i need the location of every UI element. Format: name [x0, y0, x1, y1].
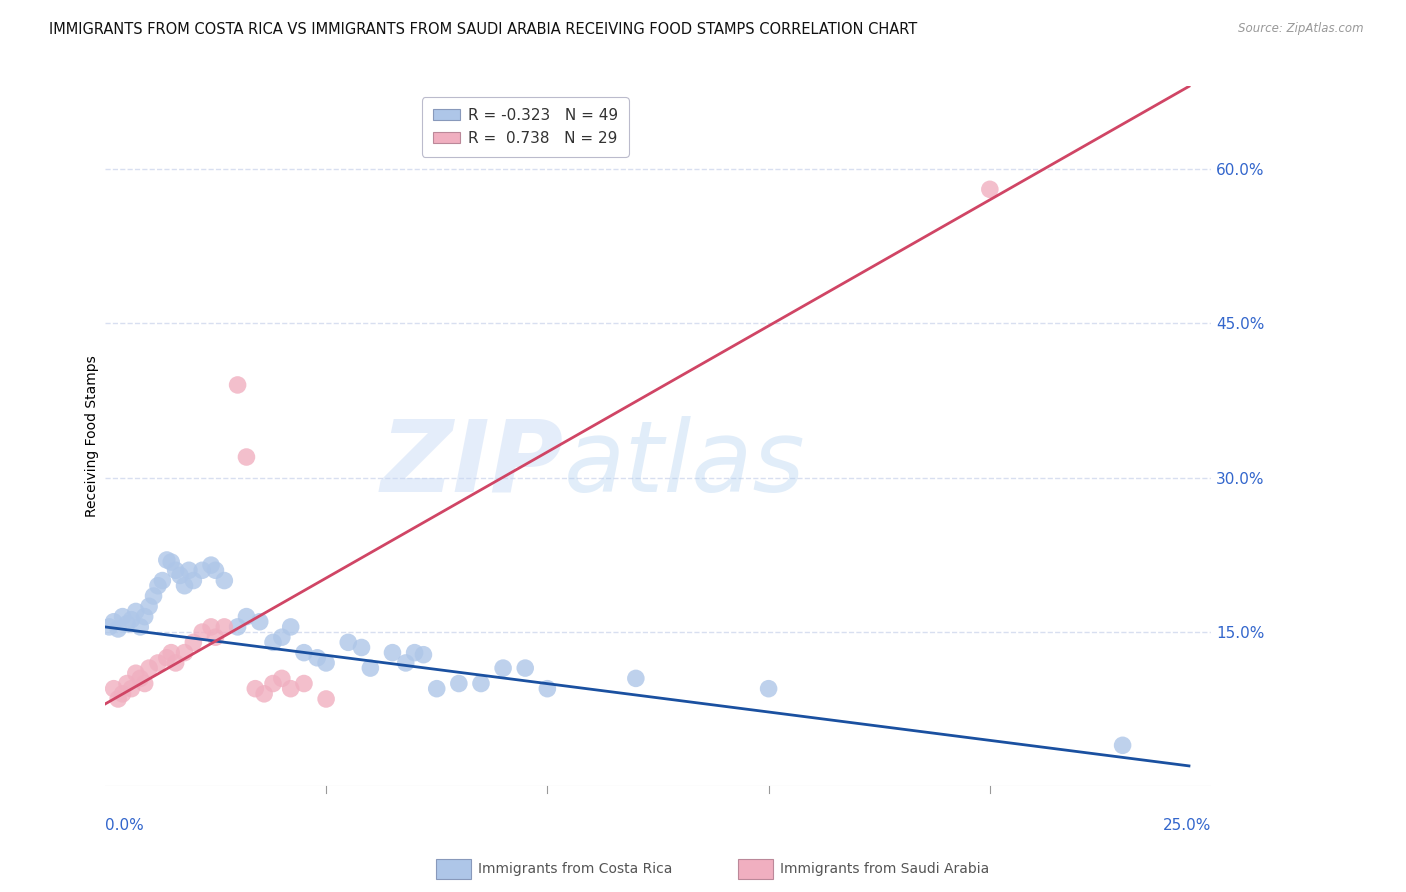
Point: [125, 604, 148, 618]
Point: [111, 609, 134, 624]
Point: [280, 620, 302, 634]
Point: [262, 676, 284, 690]
Point: [125, 666, 148, 681]
Text: 25.0%: 25.0%: [1163, 818, 1211, 833]
Point: [204, 563, 226, 577]
Point: [177, 563, 200, 577]
Point: [160, 555, 183, 569]
Point: [103, 681, 125, 696]
Point: [492, 661, 515, 675]
Point: [359, 661, 381, 675]
Point: [226, 620, 249, 634]
Point: [115, 616, 138, 631]
Point: [292, 646, 315, 660]
Point: [262, 635, 284, 649]
Point: [412, 648, 434, 662]
Point: [103, 615, 125, 629]
Point: [173, 579, 195, 593]
Point: [235, 609, 257, 624]
Point: [183, 635, 205, 649]
Text: IMMIGRANTS FROM COSTA RICA VS IMMIGRANTS FROM SAUDI ARABIA RECEIVING FOOD STAMPS: IMMIGRANTS FROM COSTA RICA VS IMMIGRANTS…: [49, 22, 918, 37]
Point: [129, 620, 152, 634]
Point: [134, 676, 156, 690]
Point: [280, 681, 302, 696]
Point: [169, 568, 191, 582]
Point: [337, 635, 360, 649]
Point: [146, 656, 169, 670]
Point: [350, 640, 373, 655]
Point: [142, 589, 165, 603]
Point: [226, 378, 249, 392]
Point: [624, 672, 647, 686]
Point: [200, 620, 222, 634]
Point: [447, 676, 470, 690]
Point: [315, 692, 337, 706]
Point: [979, 182, 1001, 196]
Point: [204, 630, 226, 644]
Point: [138, 599, 160, 614]
Point: [165, 656, 187, 670]
Point: [156, 553, 179, 567]
Point: [292, 676, 315, 690]
Point: [381, 646, 404, 660]
Point: [404, 646, 426, 660]
Point: [98, 620, 121, 634]
Point: [120, 681, 142, 696]
Point: [515, 661, 537, 675]
Point: [146, 579, 169, 593]
Point: [307, 650, 329, 665]
Point: [214, 574, 236, 588]
Point: [395, 656, 418, 670]
Point: [134, 609, 156, 624]
Point: [156, 650, 179, 665]
Point: [165, 563, 187, 577]
Text: 0.0%: 0.0%: [105, 818, 143, 833]
Point: [107, 692, 129, 706]
Point: [115, 676, 138, 690]
Point: [173, 646, 195, 660]
Point: [214, 620, 236, 634]
Point: [270, 630, 292, 644]
Point: [253, 687, 276, 701]
Point: [160, 646, 183, 660]
Point: [120, 613, 142, 627]
Point: [183, 574, 205, 588]
Text: ZIP: ZIP: [381, 416, 564, 513]
Point: [235, 450, 257, 464]
Point: [315, 656, 337, 670]
Point: [138, 661, 160, 675]
Point: [191, 625, 214, 640]
Point: [249, 615, 271, 629]
Text: atlas: atlas: [564, 416, 806, 513]
Y-axis label: Receiving Food Stamps: Receiving Food Stamps: [86, 356, 100, 517]
Point: [111, 687, 134, 701]
Point: [191, 563, 214, 577]
Legend: R = -0.323   N = 49, R =  0.738   N = 29: R = -0.323 N = 49, R = 0.738 N = 29: [422, 97, 628, 156]
Text: Immigrants from Saudi Arabia: Immigrants from Saudi Arabia: [780, 862, 990, 876]
Point: [470, 676, 492, 690]
Point: [536, 681, 558, 696]
Point: [270, 672, 292, 686]
Text: Source: ZipAtlas.com: Source: ZipAtlas.com: [1239, 22, 1364, 36]
Point: [107, 622, 129, 636]
Text: Immigrants from Costa Rica: Immigrants from Costa Rica: [478, 862, 672, 876]
Point: [129, 672, 152, 686]
Point: [150, 574, 173, 588]
Point: [1111, 739, 1133, 753]
Point: [758, 681, 780, 696]
Point: [200, 558, 222, 573]
Point: [245, 681, 267, 696]
Point: [426, 681, 449, 696]
